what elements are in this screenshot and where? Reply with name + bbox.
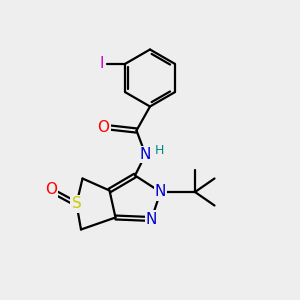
Text: N: N	[155, 184, 166, 200]
Text: N: N	[146, 212, 157, 226]
Text: H: H	[154, 144, 164, 158]
Text: S: S	[72, 196, 81, 211]
Text: O: O	[98, 120, 110, 135]
Text: I: I	[100, 56, 104, 71]
Text: O: O	[45, 182, 57, 197]
Text: N: N	[140, 147, 151, 162]
